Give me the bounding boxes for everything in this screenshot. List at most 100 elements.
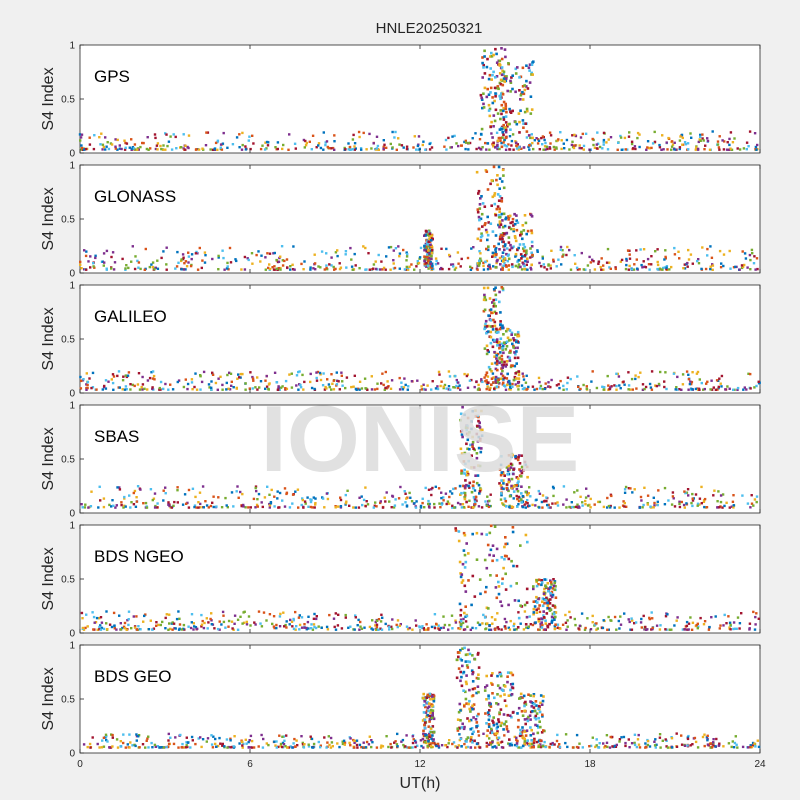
data-point <box>494 375 498 379</box>
data-point <box>136 485 140 488</box>
data-point <box>501 342 504 346</box>
data-point <box>494 286 497 289</box>
data-point <box>609 735 612 739</box>
data-point <box>466 386 470 389</box>
data-point <box>483 296 487 299</box>
data-point <box>186 745 189 749</box>
data-point <box>496 183 499 187</box>
data-point <box>161 620 164 624</box>
data-point <box>664 257 667 260</box>
data-point <box>245 742 248 745</box>
data-point <box>711 268 714 271</box>
data-point <box>508 382 512 385</box>
data-point <box>489 341 493 345</box>
data-point <box>309 268 312 271</box>
data-point <box>531 136 534 140</box>
data-point <box>490 731 494 734</box>
data-point <box>430 493 433 497</box>
data-point <box>212 495 215 498</box>
data-point <box>493 99 496 103</box>
data-point <box>520 257 523 260</box>
data-point <box>139 145 142 149</box>
data-point <box>484 326 487 329</box>
data-point <box>349 246 352 250</box>
data-point <box>500 486 504 489</box>
data-point <box>490 132 493 135</box>
data-point <box>490 369 493 373</box>
data-point <box>486 188 490 191</box>
data-point <box>602 388 605 391</box>
data-point <box>630 140 634 143</box>
data-point <box>222 614 225 617</box>
y-tick-label: 0.5 <box>61 95 75 106</box>
data-point <box>640 617 643 621</box>
data-point <box>524 734 528 737</box>
data-point <box>471 574 475 578</box>
data-point <box>471 137 474 140</box>
data-point <box>399 485 402 489</box>
data-point <box>691 388 694 391</box>
data-point <box>473 500 477 504</box>
data-point <box>685 370 689 373</box>
data-point <box>514 352 517 356</box>
data-point <box>498 187 501 190</box>
data-point <box>263 148 267 151</box>
data-point <box>646 743 650 747</box>
data-point <box>469 265 472 268</box>
data-point <box>747 746 750 749</box>
data-point <box>96 628 99 631</box>
data-point <box>229 737 232 740</box>
data-point <box>555 384 559 387</box>
data-point <box>347 142 350 145</box>
data-point <box>165 263 168 266</box>
data-point <box>171 388 175 391</box>
data-point <box>584 268 587 271</box>
data-point <box>463 495 467 499</box>
data-point <box>419 246 423 250</box>
data-point <box>696 622 699 625</box>
data-point <box>82 378 85 381</box>
data-point <box>642 260 645 263</box>
data-point <box>607 615 610 619</box>
data-point <box>249 734 253 738</box>
data-point <box>143 387 146 390</box>
data-point <box>727 615 730 618</box>
data-point <box>468 660 471 664</box>
data-point <box>487 713 491 717</box>
data-point <box>463 566 467 569</box>
data-point <box>114 506 117 509</box>
data-point <box>545 500 548 503</box>
data-point <box>485 325 489 328</box>
data-point <box>165 246 168 249</box>
data-point <box>532 587 535 591</box>
data-point <box>167 628 170 631</box>
data-point <box>498 72 502 75</box>
data-point <box>479 259 483 263</box>
data-point <box>406 628 410 631</box>
data-point <box>516 334 519 338</box>
data-point <box>522 375 525 378</box>
data-point <box>497 87 500 91</box>
data-point <box>503 723 506 726</box>
data-point <box>473 739 476 743</box>
data-point <box>271 622 274 626</box>
data-point <box>518 76 521 79</box>
data-point <box>517 746 520 749</box>
data-point <box>214 381 218 385</box>
data-point <box>457 539 461 543</box>
data-point <box>493 86 497 90</box>
data-point <box>231 143 235 146</box>
data-point <box>210 734 213 737</box>
data-point <box>492 305 496 308</box>
data-point <box>159 623 162 627</box>
data-point <box>477 419 480 423</box>
data-point <box>397 245 400 248</box>
data-point <box>730 745 733 749</box>
data-point <box>469 628 472 631</box>
data-point <box>483 205 487 208</box>
data-point <box>550 583 553 586</box>
data-point <box>583 628 587 631</box>
data-point <box>501 266 504 269</box>
data-point <box>542 729 545 732</box>
data-point <box>487 723 491 726</box>
